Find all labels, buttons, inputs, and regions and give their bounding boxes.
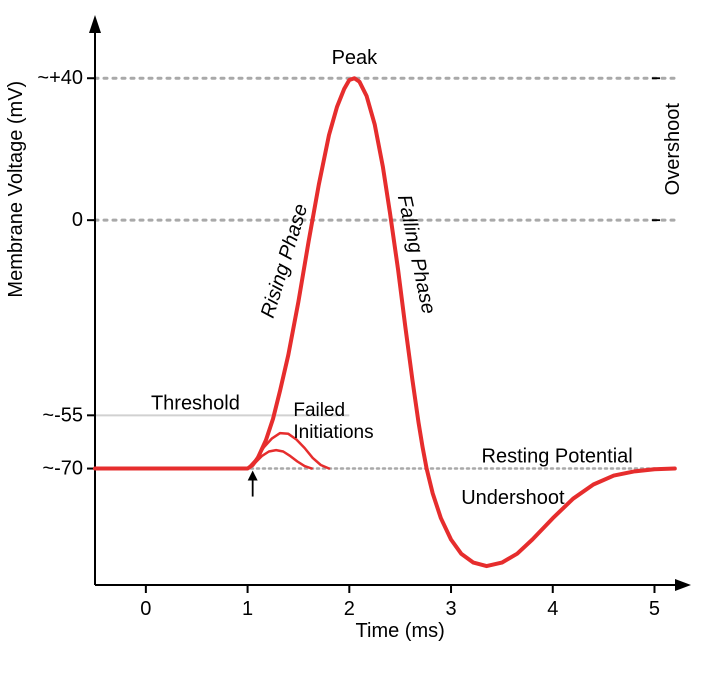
x-tick-label: 3 xyxy=(445,598,456,620)
x-tick-label: 2 xyxy=(344,598,355,620)
y-tick-label: 0 xyxy=(72,209,83,231)
x-tick-label: 0 xyxy=(140,598,151,620)
resting-potential-label: Resting Potential xyxy=(482,446,633,468)
x-tick-label: 1 xyxy=(242,598,253,620)
action-potential-curve xyxy=(95,78,675,566)
y-tick-label: ~+40 xyxy=(37,67,83,89)
failed-initiations-label: FailedInitiations xyxy=(293,400,373,443)
x-axis-label: Time (ms) xyxy=(356,620,445,642)
x-tick-label: 5 xyxy=(649,598,660,620)
threshold-label: Threshold xyxy=(151,392,240,414)
y-tick-label: ~-70 xyxy=(42,458,83,480)
stimulus-arrowhead-icon xyxy=(248,471,258,481)
x-tick-label: 4 xyxy=(547,598,558,620)
y-axis-label: Membrane Voltage (mV) xyxy=(5,81,27,298)
y-tick-label: ~-55 xyxy=(42,404,83,426)
undershoot-label: Undershoot xyxy=(461,487,565,509)
peak-label: Peak xyxy=(332,47,379,69)
overshoot-label: Overshoot xyxy=(662,103,684,196)
